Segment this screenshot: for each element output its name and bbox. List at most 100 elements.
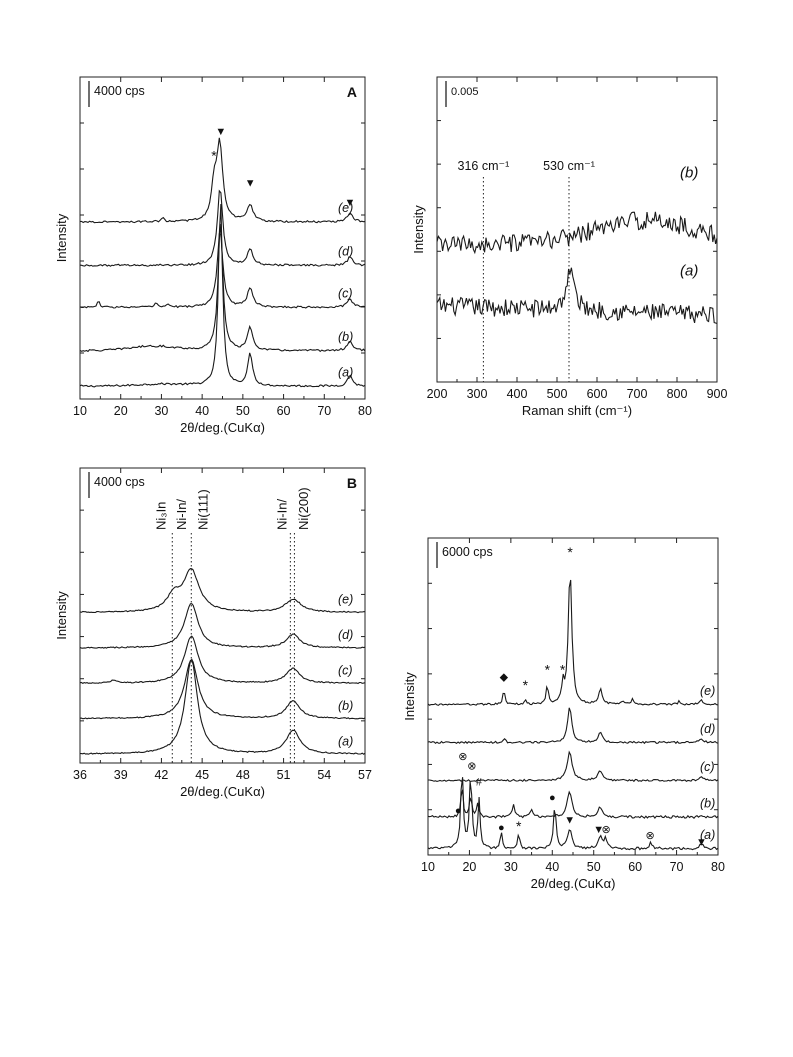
- peak-marker: ⊗: [645, 830, 654, 842]
- peak-marker: ▼: [215, 126, 226, 138]
- peak-marker: ◆: [500, 672, 509, 684]
- x-tick-label: 80: [711, 860, 725, 874]
- series-trace: [79, 568, 365, 614]
- x-axis-label: 2θ/deg.(CuKα): [531, 876, 616, 891]
- x-tick-label: 700: [627, 387, 648, 401]
- series-label: (c): [700, 760, 715, 774]
- series-trace: [79, 233, 366, 309]
- peak-marker: *: [545, 661, 551, 677]
- series-label: (b): [338, 699, 353, 713]
- series-label: (a): [680, 262, 698, 279]
- x-tick-label: 39: [114, 768, 128, 782]
- x-axis-label: 2θ/deg.(CuKα): [180, 784, 265, 799]
- phase-label: Ni-In/: [174, 499, 189, 530]
- x-tick-label: 200: [427, 387, 448, 401]
- peak-marker: ▼: [564, 814, 575, 826]
- x-tick-label: 300: [467, 387, 488, 401]
- x-tick-label: 51: [277, 768, 291, 782]
- series-trace: [79, 658, 366, 755]
- y-axis-label: Intensity: [411, 205, 426, 254]
- y-axis-label: Intensity: [54, 213, 69, 262]
- plot-frame: [79, 467, 366, 764]
- x-tick-label: 80: [358, 404, 372, 418]
- series-label: (b): [680, 165, 698, 182]
- x-tick-label: 50: [587, 860, 601, 874]
- series-label: (e): [338, 201, 353, 215]
- peak-marker: ▼: [344, 197, 355, 209]
- x-tick-label: 50: [236, 404, 250, 418]
- series-trace: [427, 579, 719, 706]
- series-label: (a): [338, 734, 353, 748]
- phase-label: Ni(111): [196, 489, 211, 530]
- x-tick-label: 45: [195, 768, 209, 782]
- series-trace: [436, 211, 718, 255]
- series-trace: [79, 137, 366, 224]
- x-tick-label: 30: [154, 404, 168, 418]
- peak-marker: *: [211, 148, 217, 164]
- peak-marker: ⊗: [467, 760, 476, 772]
- x-axis-label: Raman shift (cm⁻¹): [522, 403, 632, 418]
- peak-marker: ▼: [593, 824, 604, 836]
- x-tick-label: 70: [317, 404, 331, 418]
- peak-marker: *: [560, 661, 566, 677]
- x-tick-label: 800: [667, 387, 688, 401]
- x-tick-label: 57: [358, 768, 372, 782]
- x-axis-label: 2θ/deg.(CuKα): [180, 420, 265, 435]
- series-label: (d): [338, 628, 353, 642]
- series-trace: [427, 789, 719, 820]
- x-tick-label: 400: [507, 387, 528, 401]
- panel-label: A: [347, 84, 357, 100]
- series-trace: [428, 750, 719, 783]
- peak-marker: ▼: [245, 177, 256, 189]
- scale-bar-label: 4000 cps: [94, 84, 145, 98]
- panel-b: 36 39 42 45 48 51 54 57 2θ/deg.(CuKα) Intensity 40…: [54, 467, 372, 799]
- peak-marker: ●: [549, 792, 556, 804]
- x-tick-label: 10: [73, 404, 87, 418]
- peak-marker: #: [476, 776, 483, 788]
- series-trace: [427, 777, 719, 851]
- series-label: (b): [338, 330, 353, 344]
- phase-label: Ni(200): [296, 487, 311, 530]
- peak-marker: ●: [498, 822, 505, 834]
- series-label: (b): [700, 796, 715, 810]
- x-tick-label: 60: [628, 860, 642, 874]
- x-tick-label: 54: [317, 768, 331, 782]
- plot-frame: [436, 76, 718, 383]
- x-tick-label: 40: [195, 404, 209, 418]
- series-trace: [79, 658, 366, 720]
- series-trace: [79, 203, 366, 388]
- x-tick-label: 40: [545, 860, 559, 874]
- reference-line-label: 530 cm⁻¹: [543, 159, 595, 173]
- scale-bar-label: 4000 cps: [94, 475, 145, 489]
- series-trace: [427, 707, 719, 745]
- x-tick-label: 36: [73, 768, 87, 782]
- peak-marker: *: [523, 677, 529, 693]
- peak-marker: ⊗: [458, 751, 467, 763]
- peak-marker: ●: [455, 805, 462, 817]
- reference-line-label: 316 cm⁻¹: [458, 159, 510, 173]
- x-tick-label: 42: [154, 768, 168, 782]
- peak-marker: ⊗: [602, 824, 611, 836]
- series-label: (a): [338, 365, 353, 379]
- series-label: (c): [338, 287, 353, 301]
- series-trace: [79, 189, 366, 267]
- x-tick-label: 600: [587, 387, 608, 401]
- x-tick-label: 48: [236, 768, 250, 782]
- x-tick-label: 500: [547, 387, 568, 401]
- panel-label: B: [347, 475, 357, 491]
- series-label: (d): [338, 245, 353, 259]
- series-label: (a): [700, 828, 715, 842]
- x-tick-label: 20: [114, 404, 128, 418]
- peak-marker: ▼: [696, 836, 707, 848]
- series-label: (d): [700, 722, 715, 736]
- scale-bar-label: 6000 cps: [442, 545, 493, 559]
- series-trace: [79, 635, 366, 685]
- x-tick-label: 70: [670, 860, 684, 874]
- panel-r: 200 300 400 500 600 700 800 900 Raman shift (cm⁻…: [411, 76, 727, 418]
- series-trace: [436, 267, 718, 325]
- peak-marker: *: [567, 544, 573, 560]
- x-tick-label: 20: [462, 860, 476, 874]
- y-axis-label: Intensity: [402, 672, 417, 721]
- series-label: (e): [700, 684, 715, 698]
